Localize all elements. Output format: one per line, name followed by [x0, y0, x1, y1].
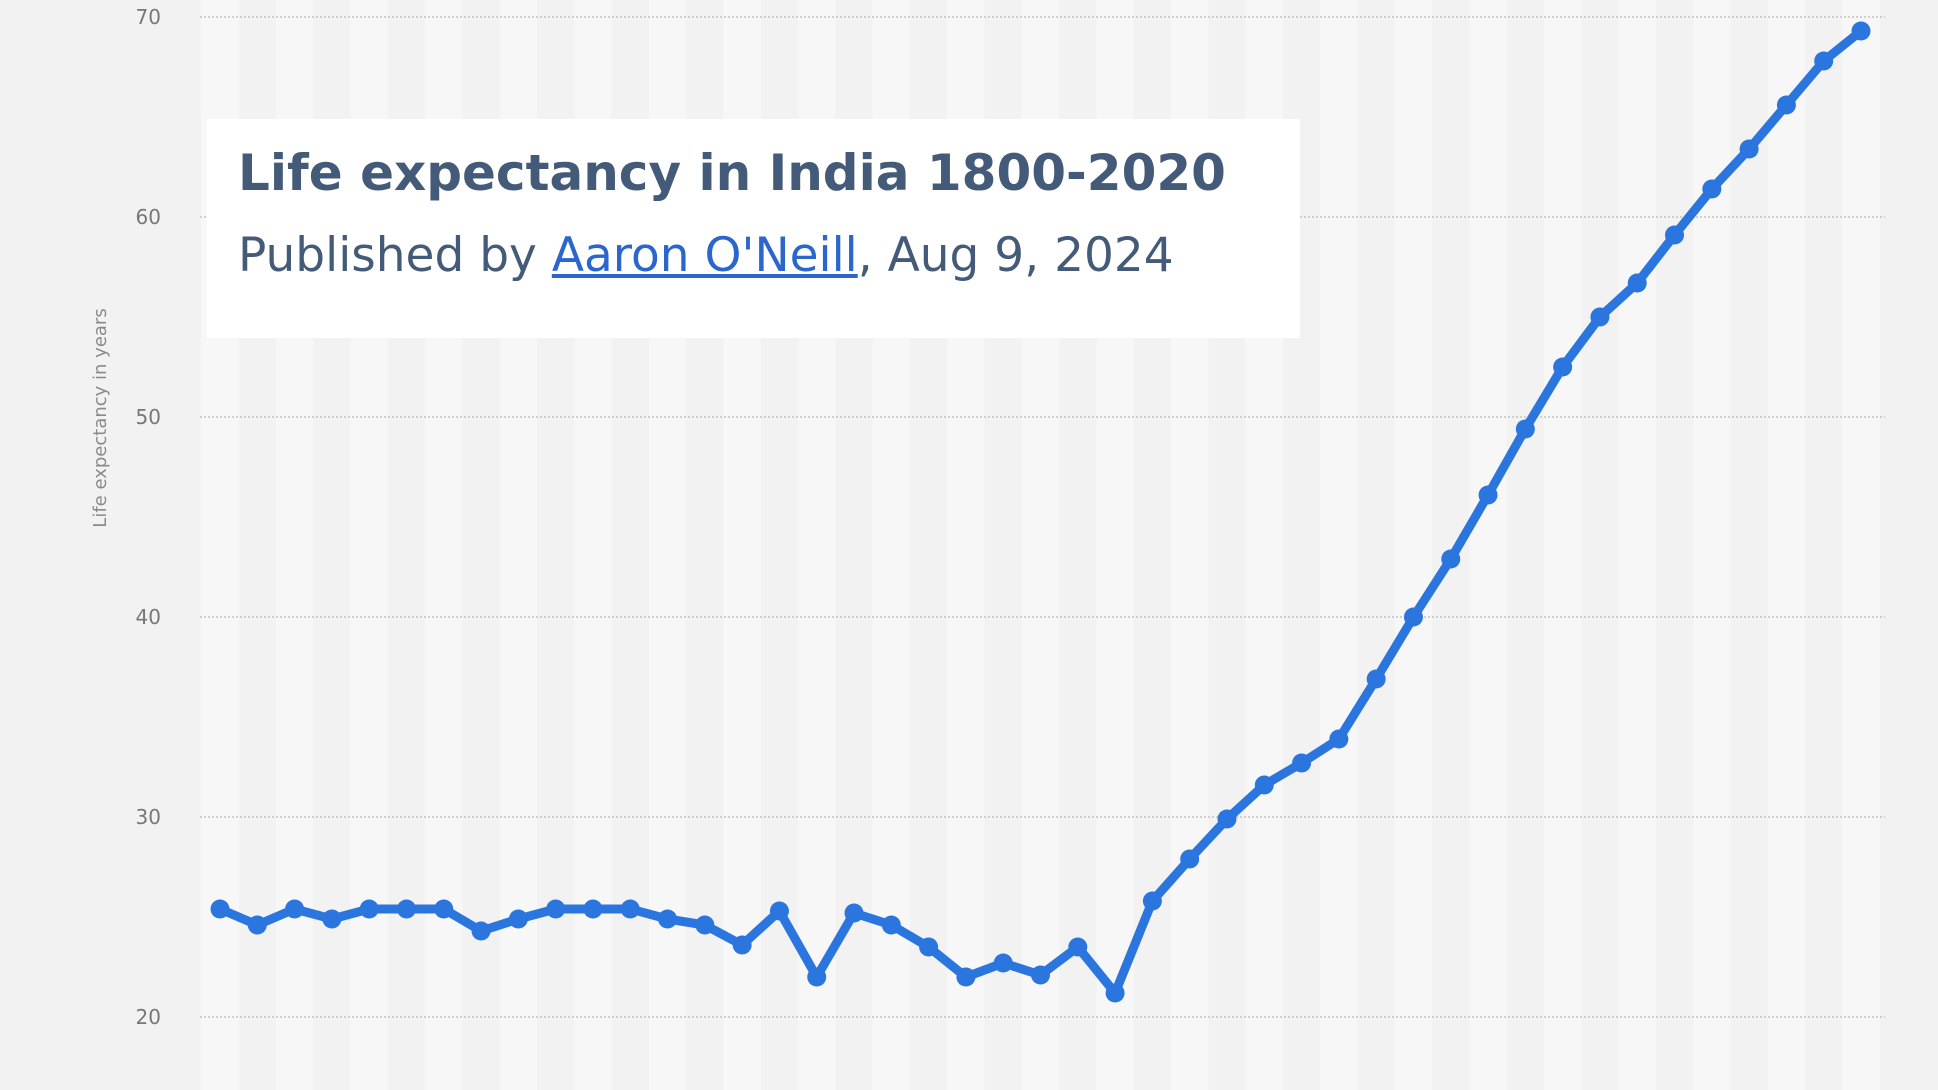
y-tick-label: 30	[136, 805, 161, 829]
chart-title: Life expectancy in India 1800-2020	[238, 144, 1226, 202]
data-point[interactable]	[1329, 729, 1349, 749]
y-axis-label: Life expectancy in years	[90, 308, 111, 527]
y-tick-label: 40	[136, 605, 161, 629]
data-point[interactable]	[583, 899, 603, 919]
data-point[interactable]	[1031, 965, 1050, 985]
data-point[interactable]	[1068, 937, 1088, 957]
series-points	[210, 21, 1871, 1003]
y-tick-label: 50	[136, 405, 161, 429]
data-point[interactable]	[620, 899, 640, 919]
data-point[interactable]	[956, 967, 976, 987]
title-card: Life expectancy in India 1800-2020 Publi…	[207, 119, 1300, 338]
data-point[interactable]	[1776, 95, 1796, 115]
y-tick-label: 60	[136, 205, 161, 229]
data-point[interactable]	[285, 899, 305, 919]
data-point[interactable]	[769, 901, 789, 921]
data-point[interactable]	[396, 899, 416, 919]
y-axis-ticks: 20 30 40 50 60 70	[136, 5, 161, 1029]
data-point[interactable]	[247, 915, 267, 935]
data-point[interactable]	[1180, 849, 1200, 869]
data-point[interactable]	[695, 915, 715, 935]
data-point[interactable]	[1292, 753, 1312, 773]
background-band	[1394, 0, 1433, 1090]
data-point[interactable]	[1851, 21, 1871, 41]
data-point[interactable]	[1254, 775, 1274, 795]
background-band	[1693, 0, 1731, 1090]
data-point[interactable]	[1702, 179, 1722, 199]
background-band	[1543, 0, 1582, 1090]
data-point[interactable]	[546, 899, 566, 919]
published-prefix: Published by	[238, 228, 552, 283]
background-band	[1469, 0, 1507, 1090]
data-point[interactable]	[1627, 273, 1647, 293]
data-point[interactable]	[1403, 607, 1423, 627]
data-point[interactable]	[1665, 225, 1685, 245]
background-band	[1618, 0, 1656, 1090]
data-point[interactable]	[1366, 669, 1386, 689]
background-band	[1767, 0, 1806, 1090]
data-point[interactable]	[210, 899, 230, 919]
data-point[interactable]	[807, 967, 827, 987]
data-point[interactable]	[1478, 485, 1498, 505]
data-point[interactable]	[1739, 139, 1759, 159]
data-point[interactable]	[471, 921, 491, 941]
data-point[interactable]	[1142, 891, 1162, 911]
data-point[interactable]	[881, 915, 901, 935]
data-point[interactable]	[1590, 307, 1610, 327]
data-point[interactable]	[434, 899, 454, 919]
data-point[interactable]	[658, 909, 678, 929]
data-point[interactable]	[1105, 983, 1125, 1003]
data-point[interactable]	[1515, 419, 1535, 439]
y-tick-label: 20	[136, 1005, 161, 1029]
data-point[interactable]	[1553, 357, 1573, 377]
data-point[interactable]	[993, 953, 1013, 973]
published-line: Published by Aaron O'Neill, Aug 9, 2024	[238, 228, 1300, 284]
background-band	[1320, 0, 1358, 1090]
author-link[interactable]: Aaron O'Neill	[551, 228, 858, 283]
published-date: , Aug 9, 2024	[857, 228, 1174, 283]
data-point[interactable]	[359, 899, 379, 919]
data-point[interactable]	[1217, 809, 1237, 829]
y-tick-label: 70	[136, 5, 161, 29]
data-point[interactable]	[844, 903, 864, 923]
data-point[interactable]	[322, 909, 342, 929]
data-point[interactable]	[919, 937, 939, 957]
data-point[interactable]	[732, 935, 752, 955]
data-point[interactable]	[1441, 549, 1461, 569]
background-band	[1842, 0, 1880, 1090]
data-point[interactable]	[1814, 51, 1834, 71]
data-point[interactable]	[508, 909, 528, 929]
